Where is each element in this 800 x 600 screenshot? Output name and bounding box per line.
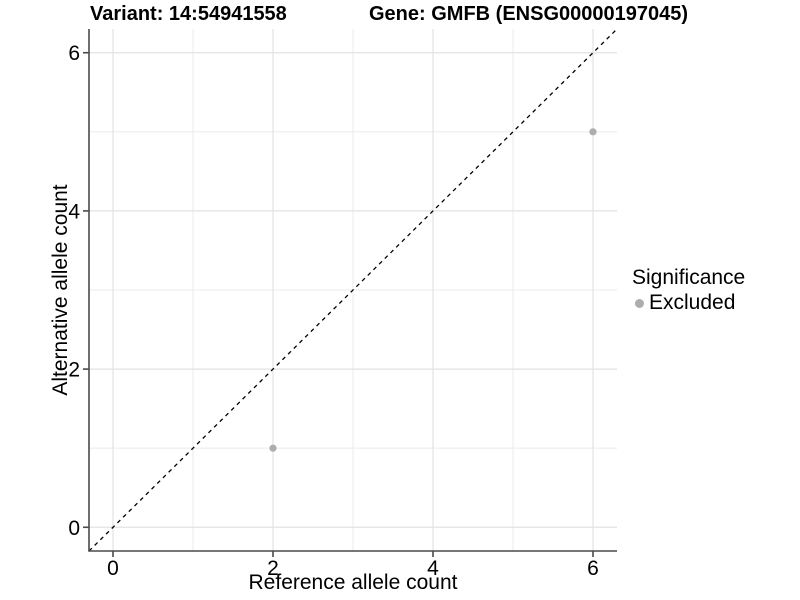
plot-title-variant: Variant: 14:54941558 xyxy=(90,3,287,25)
y-tick-label: 4 xyxy=(68,200,80,223)
x-tick-label: 4 xyxy=(427,557,439,580)
y-tick-label: 0 xyxy=(68,517,80,540)
identity-line xyxy=(88,28,618,552)
plot-title-gene: Gene: GMFB (ENSG00000197045) xyxy=(369,3,689,25)
data-point xyxy=(589,128,597,136)
legend-entry-label: Excluded xyxy=(649,291,736,314)
y-axis-title: Alternative allele count xyxy=(49,184,72,396)
legend: Significance Excluded xyxy=(632,266,745,315)
y-tick-label: 6 xyxy=(68,42,80,65)
legend-title: Significance xyxy=(632,266,746,289)
legend-entry: Excluded xyxy=(632,291,745,315)
legend-point-swatch-icon xyxy=(635,298,644,308)
x-tick-label: 0 xyxy=(107,557,119,580)
x-tick-label: 2 xyxy=(267,557,279,580)
y-tick-label: 2 xyxy=(68,359,80,382)
x-axis-title: Reference allele count xyxy=(248,571,458,594)
x-tick-label: 6 xyxy=(587,557,599,580)
data-point xyxy=(269,444,277,452)
